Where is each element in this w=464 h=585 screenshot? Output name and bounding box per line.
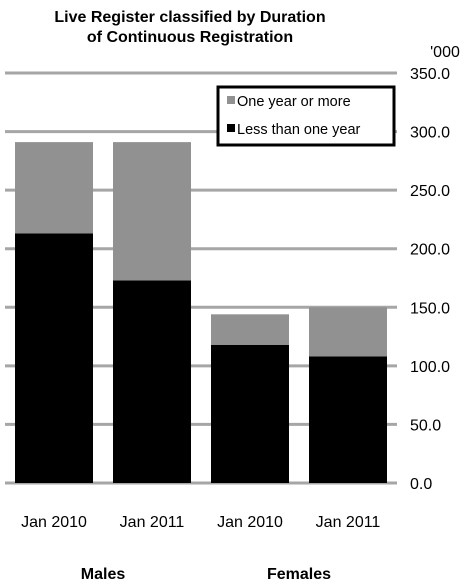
- bar-segment-less-than-one-year: [15, 233, 93, 483]
- x-group-label: Females: [267, 566, 331, 583]
- y-tick-label: 0.0: [410, 476, 432, 493]
- bar-segment-one-year-or-more: [309, 307, 387, 357]
- x-category-label: Jan 2011: [120, 514, 185, 531]
- bar-segment-less-than-one-year: [309, 356, 387, 483]
- legend-swatch: [227, 124, 235, 132]
- x-category-label: Jan 2010: [21, 514, 87, 531]
- x-category-label: Jan 2010: [217, 514, 283, 531]
- bars: [15, 142, 387, 483]
- x-category-label: Jan 2011: [316, 514, 381, 531]
- y-axis-ticks: 0.0 50.0 100.0 150.0 200.0 250.0 300.0 350.0: [410, 66, 450, 493]
- legend-swatch: [227, 96, 235, 104]
- chart-title-line-2: of Continuous Registration: [87, 29, 293, 46]
- bar-segment-one-year-or-more: [15, 142, 93, 234]
- y-tick-label: 250.0: [410, 183, 450, 200]
- y-tick-label: 200.0: [410, 242, 450, 259]
- y-tick-label: 350.0: [410, 66, 450, 83]
- x-group-label: Males: [81, 566, 126, 583]
- y-tick-label: 100.0: [410, 359, 450, 376]
- category-labels: Jan 2010 Jan 2011 Jan 2010 Jan 2011: [21, 514, 380, 531]
- legend-box: [216, 85, 396, 147]
- bar-segment-less-than-one-year: [211, 344, 289, 483]
- legend-label: One year or more: [237, 94, 351, 110]
- bar-segment-one-year-or-more: [113, 142, 191, 281]
- y-axis-unit-label: '000: [430, 44, 460, 61]
- legend: One year or more Less than one year: [216, 85, 396, 147]
- y-tick-label: 150.0: [410, 300, 450, 317]
- chart-title-line-1: Live Register classified by Duration: [54, 9, 325, 26]
- bar-segment-less-than-one-year: [113, 280, 191, 483]
- y-tick-label: 50.0: [410, 417, 441, 434]
- legend-label: Less than one year: [237, 122, 361, 138]
- group-labels: Males Females: [81, 566, 331, 583]
- bar-segment-one-year-or-more: [211, 314, 289, 345]
- y-tick-label: 300.0: [410, 125, 450, 142]
